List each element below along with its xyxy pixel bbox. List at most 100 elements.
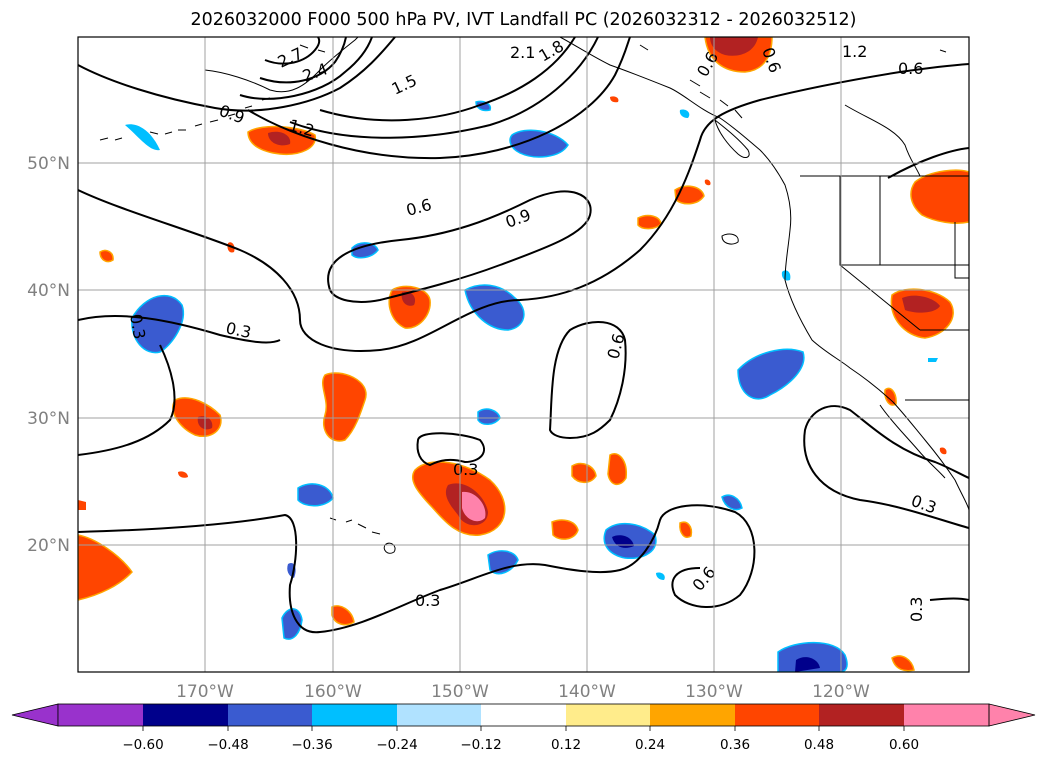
pv-contour-line xyxy=(259,37,347,84)
colorbar-tick-label: 0.24 xyxy=(635,737,665,753)
contour-label: 0.3 xyxy=(126,312,149,340)
colorbar-tick-label: −0.24 xyxy=(376,737,417,753)
pv-contour-line xyxy=(416,432,485,467)
positive-anomaly-blob xyxy=(411,461,506,536)
negative-anomaly-blob xyxy=(487,550,519,575)
north-america-coastline xyxy=(559,37,969,511)
negative-anomaly-blob xyxy=(281,608,303,640)
map-title: 2026032000 F000 500 hPa PV, IVT Landfall… xyxy=(190,10,857,30)
contour-label: 0.3 xyxy=(909,491,939,518)
vancouver-island xyxy=(714,118,750,158)
lat-tick-label: 20°N xyxy=(27,536,70,556)
colorbar-tick-label: 0.12 xyxy=(551,737,581,753)
lat-tick-label: 30°N xyxy=(27,409,70,429)
negative-anomaly-blob xyxy=(509,129,569,158)
lat-tick-label: 40°N xyxy=(27,281,70,301)
contour-label: 2.1 xyxy=(510,43,535,62)
pv-contour-line xyxy=(327,190,592,303)
positive-anomaly-blob xyxy=(637,214,662,230)
pv-contour-line xyxy=(78,344,176,456)
colorbar-tick-label: 0.60 xyxy=(889,737,919,753)
gridlines xyxy=(78,37,969,672)
positive-anomaly-blob xyxy=(890,288,954,339)
contour-label: 0.3 xyxy=(415,591,440,610)
positive-anomaly-blob xyxy=(388,285,431,329)
negative-anomaly-blob xyxy=(603,523,657,559)
hawaiian-islands xyxy=(329,517,396,554)
colorbar-tick-label: −0.60 xyxy=(122,737,163,753)
positive-anomaly-blob xyxy=(571,462,597,484)
positive-anomaly-blob xyxy=(607,453,627,486)
colorbar-segment xyxy=(819,704,904,726)
positive-anomaly-blob xyxy=(322,372,367,442)
latitude-axis: 20°N 30°N 40°N 50°N xyxy=(27,154,70,556)
colorbar-segment xyxy=(58,704,143,726)
pv-contour-line xyxy=(78,37,396,112)
map-frame xyxy=(77,36,970,673)
pc-shading-layer xyxy=(78,37,969,672)
contour-label: 0.9 xyxy=(503,205,533,232)
positive-anomaly-blob xyxy=(910,169,969,224)
positive-anomaly-blob xyxy=(331,605,355,626)
pv-contour-line xyxy=(78,63,969,352)
positive-anomaly-blob xyxy=(704,37,773,73)
contour-label: 0.6 xyxy=(898,59,923,78)
positive-anomaly-blob xyxy=(884,387,897,406)
positive-anomaly-blob xyxy=(674,185,705,205)
island-chains xyxy=(299,44,947,245)
lon-tick-label: 130°W xyxy=(685,682,743,702)
pv-contour-line xyxy=(78,315,281,344)
positive-anomaly-blob xyxy=(891,655,915,672)
colorbar-tick-label: −0.12 xyxy=(460,737,501,753)
pv-contour-line xyxy=(803,405,969,529)
contour-label-layer: 2.7 2.4 2.1 1.8 1.5 1.2 1.2 0.9 0.9 0.6 … xyxy=(126,36,939,622)
negative-anomaly-blob xyxy=(777,641,848,672)
contour-label: 1.8 xyxy=(536,36,568,65)
negative-anomaly-blob xyxy=(131,294,185,354)
coastline-layer xyxy=(99,37,969,554)
positive-anomaly-blob xyxy=(551,519,579,540)
positive-anomaly-blob xyxy=(78,534,133,601)
colorbar-tick-label: 0.36 xyxy=(720,737,750,753)
colorbar-segment xyxy=(650,704,735,726)
colorbar-segment xyxy=(566,704,650,726)
pv-contour-line xyxy=(887,147,969,179)
colorbar-segment xyxy=(735,704,819,726)
pv-contour-line xyxy=(929,597,969,601)
contour-label: 1.5 xyxy=(389,71,420,99)
aleutian-islands xyxy=(99,97,271,141)
colorbar-segment xyxy=(481,704,566,726)
pv-contour-line xyxy=(78,504,756,634)
colorbar-tick-label: −0.36 xyxy=(291,737,332,753)
lon-tick-label: 140°W xyxy=(558,682,616,702)
lon-tick-label: 160°W xyxy=(304,682,362,702)
colorbar-outline xyxy=(57,703,990,727)
pv-contour-line xyxy=(239,37,373,100)
negative-anomaly-blob xyxy=(297,483,334,507)
contour-label: 0.3 xyxy=(224,318,253,342)
colorbar-tick-label: −0.48 xyxy=(207,737,248,753)
colorbar-ticks xyxy=(142,726,905,731)
pv-contour-line xyxy=(319,37,576,122)
colorbar-segment xyxy=(228,704,312,726)
longitude-axis: 170°W 160°W 150°W 140°W 130°W 120°W xyxy=(176,682,870,702)
lon-tick-label: 120°W xyxy=(812,682,870,702)
positive-anomaly-blob xyxy=(679,521,693,538)
lat-tick-label: 50°N xyxy=(27,154,70,174)
us-state-borders xyxy=(839,104,969,331)
contour-label: 0.6 xyxy=(758,45,785,75)
contour-label: 1.2 xyxy=(842,42,867,61)
colorbar-segment xyxy=(397,704,481,726)
pv-contour-line xyxy=(264,37,321,65)
lon-tick-label: 170°W xyxy=(176,682,234,702)
contour-label: 0.9 xyxy=(217,101,247,128)
positive-anomaly-blob xyxy=(172,397,222,437)
contour-label: 0.3 xyxy=(453,460,478,479)
lon-tick-label: 150°W xyxy=(431,682,489,702)
contour-label: 0.3 xyxy=(907,597,926,622)
pv-contour-line xyxy=(289,37,599,139)
pv-contour-layer xyxy=(78,37,969,634)
negative-anomaly-blob xyxy=(464,284,525,331)
pv-contour-line xyxy=(548,320,627,440)
